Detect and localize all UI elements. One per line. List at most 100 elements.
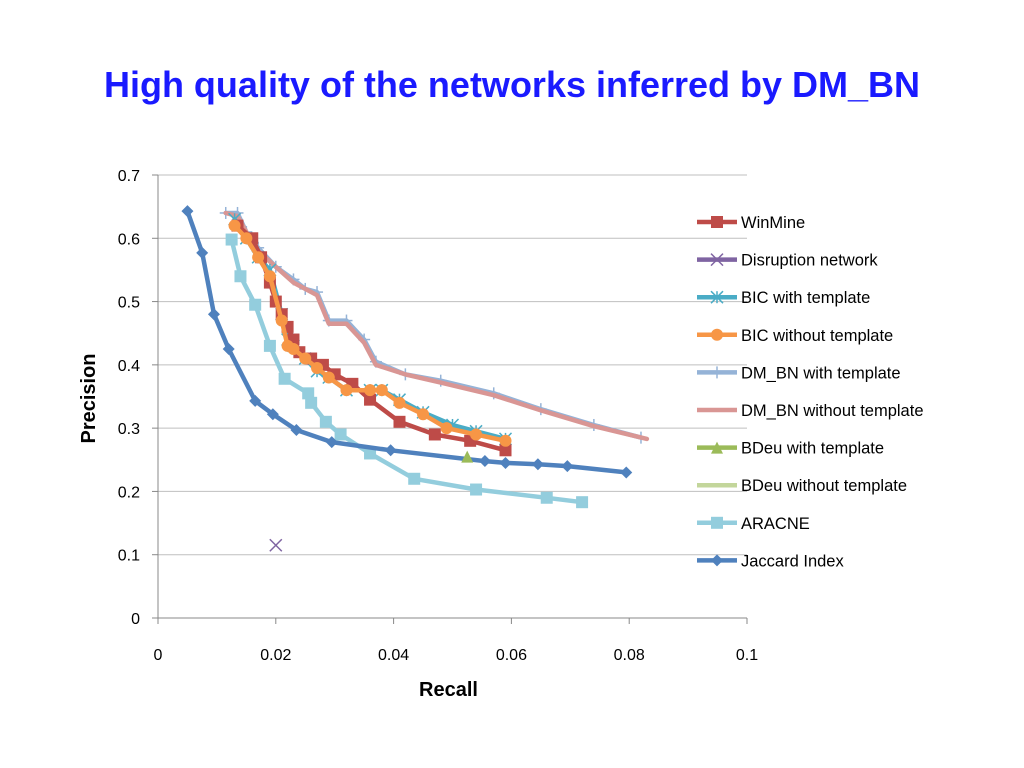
data-point — [278, 372, 291, 385]
data-point — [299, 352, 312, 365]
legend-item-aracne: ARACNE — [697, 515, 810, 533]
data-point — [249, 394, 262, 407]
legend-marker — [711, 516, 723, 529]
data-point — [334, 428, 347, 441]
legend-item-bdeu-without-template: BDeu without template — [697, 477, 907, 495]
data-point — [234, 270, 247, 283]
data-point — [375, 384, 388, 397]
x-tick-label: 0.04 — [378, 647, 409, 664]
legend-marker — [711, 328, 723, 341]
data-point — [499, 444, 512, 457]
data-point — [461, 450, 474, 463]
legend-label: Jaccard Index — [741, 552, 844, 570]
legend-marker — [710, 290, 724, 304]
legend-item-bic-without-template: BIC without template — [697, 327, 893, 345]
data-point — [440, 422, 453, 435]
slide-title: High quality of the networks inferred by… — [103, 64, 921, 105]
data-point — [287, 343, 300, 356]
data-point — [470, 428, 483, 441]
x-tick-label: 0.06 — [496, 647, 527, 664]
data-point — [393, 396, 406, 409]
legend-label: DM_BN without template — [741, 402, 924, 420]
data-point — [364, 384, 377, 397]
data-point — [576, 496, 589, 509]
data-point — [428, 428, 441, 441]
data-point — [384, 444, 397, 457]
data-point — [540, 491, 553, 504]
data-point — [470, 483, 483, 496]
legend-label: BIC with template — [741, 289, 870, 307]
x-tick-label: 0.1 — [736, 647, 758, 664]
data-point — [325, 436, 338, 449]
data-point — [263, 270, 276, 283]
series-aracne — [225, 233, 589, 509]
data-point — [302, 387, 315, 400]
legend-label: WinMine — [741, 214, 805, 232]
y-tick-label: 0.1 — [118, 548, 140, 565]
data-point — [228, 219, 241, 232]
series-jaccard-index — [181, 205, 633, 479]
data-point — [417, 408, 430, 421]
data-point — [620, 466, 633, 479]
legend-label: BIC without template — [741, 327, 893, 345]
series-line-aracne — [229, 237, 585, 505]
data-point — [393, 415, 406, 428]
legend-label: BDeu with template — [741, 440, 884, 458]
series-bdeu-with-template — [461, 450, 474, 463]
legend-item-winmine: WinMine — [697, 214, 805, 232]
legend-item-dm-bn-without-template: DM_BN without template — [697, 402, 924, 420]
data-point — [240, 232, 253, 245]
data-point — [275, 314, 288, 327]
data-point — [319, 415, 332, 428]
series-line-bic-with-template — [232, 217, 508, 442]
data-point — [196, 246, 209, 259]
data-point — [322, 371, 335, 384]
y-tick-label: 0 — [131, 611, 140, 628]
series-bic-without-template — [228, 219, 512, 447]
legend-item-bic-with-template: BIC with template — [697, 289, 870, 307]
legend-label: DM_BN with template — [741, 364, 901, 382]
y-tick-label: 0.4 — [118, 358, 140, 375]
y-tick-label: 0.6 — [118, 231, 140, 248]
data-point — [249, 298, 262, 311]
data-point — [499, 434, 512, 447]
series-winmine — [231, 219, 512, 457]
legend-item-disruption-network: Disruption network — [697, 252, 878, 270]
data-point — [263, 339, 276, 352]
legend-marker — [711, 366, 723, 379]
legend-item-jaccard-index: Jaccard Index — [697, 552, 844, 570]
data-point — [225, 233, 238, 246]
data-point — [340, 384, 353, 397]
data-point — [252, 251, 265, 264]
series-disruption-network — [269, 538, 283, 552]
data-point — [207, 308, 220, 321]
data-point — [364, 393, 377, 406]
y-axis-title: Precision — [78, 353, 100, 443]
data-point — [499, 456, 512, 469]
y-tick-label: 0.3 — [118, 421, 140, 438]
data-point — [290, 424, 303, 437]
legend-marker — [711, 216, 723, 228]
data-point — [181, 205, 194, 218]
y-tick-label: 0.5 — [118, 295, 140, 312]
legend-marker — [711, 441, 723, 454]
data-point — [561, 460, 574, 473]
y-tick-label: 0.7 — [118, 168, 140, 185]
data-point — [222, 343, 235, 356]
legend-label: ARACNE — [741, 515, 810, 533]
legend-marker — [711, 554, 723, 567]
data-point — [269, 538, 283, 552]
series-line-bic-without-template — [232, 223, 508, 444]
data-point — [531, 458, 544, 471]
x-tick-label: 0.02 — [260, 647, 291, 664]
legend-marker — [710, 253, 724, 267]
data-point — [305, 396, 318, 409]
x-tick-label: 0 — [154, 647, 163, 664]
y-tick-label: 0.2 — [118, 484, 140, 501]
data-point — [266, 408, 279, 421]
data-point — [478, 455, 491, 468]
x-tick-label: 0.08 — [614, 647, 645, 664]
x-axis-title: Recall — [419, 679, 478, 701]
data-point — [408, 472, 421, 485]
